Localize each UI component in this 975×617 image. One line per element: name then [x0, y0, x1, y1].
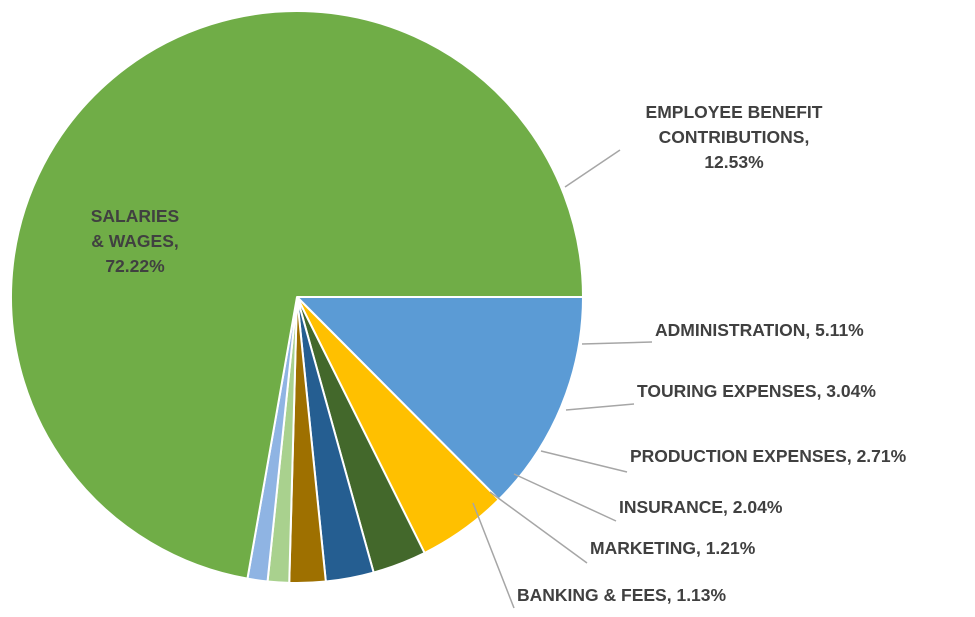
data-label-administration-line-1: ADMINISTRATION, 5.11% — [655, 320, 864, 340]
leader-line-insurance — [513, 473, 617, 522]
data-label-marketing-line-1: MARKETING, 1.21% — [590, 538, 756, 558]
leader-line-banking-and-fees — [472, 502, 515, 609]
data-label-salaries-and-wages-line-3: 72.22% — [105, 256, 165, 276]
pie-slice-salaries-and-wages — [10, 10, 584, 580]
leader-line-administration — [581, 341, 653, 345]
data-label-marketing: MARKETING, 1.21% — [590, 538, 756, 558]
leader-line-touring-expenses — [565, 403, 635, 411]
data-label-salaries-and-wages-line-1: SALARIES — [91, 206, 179, 226]
leader-line-marketing — [489, 491, 588, 564]
data-label-salaries-and-wages-line-2: & WAGES, — [91, 231, 179, 251]
data-label-touring-expenses-line-1: TOURING EXPENSES, 3.04% — [637, 381, 876, 401]
data-label-production-expenses-line-1: PRODUCTION EXPENSES, 2.71% — [630, 446, 907, 466]
data-label-employee-benefit-contributions-line-2: CONTRIBUTIONS, — [659, 127, 810, 147]
leader-line-employee-benefit-contributions — [564, 149, 621, 188]
data-label-administration: ADMINISTRATION, 5.11% — [655, 320, 864, 340]
data-label-banking-and-fees: BANKING & FEES, 1.13% — [517, 585, 727, 605]
data-label-touring-expenses: TOURING EXPENSES, 3.04% — [637, 381, 876, 401]
data-label-employee-benefit-contributions-line-3: 12.53% — [704, 152, 764, 172]
leader-line-production-expenses — [540, 450, 628, 473]
data-label-insurance-line-1: INSURANCE, 2.04% — [619, 497, 783, 517]
data-label-salaries-and-wages: SALARIES & WAGES, 72.22% — [91, 206, 179, 276]
slices-layer — [10, 10, 584, 584]
pie-slice-employee-benefit-contributions — [296, 296, 584, 501]
data-label-insurance: INSURANCE, 2.04% — [619, 497, 783, 517]
data-label-employee-benefit-contributions-line-1: EMPLOYEE BENEFIT — [646, 102, 823, 122]
data-label-employee-benefit-contributions: EMPLOYEE BENEFIT CONTRIBUTIONS, 12.53% — [646, 102, 823, 172]
data-label-production-expenses: PRODUCTION EXPENSES, 2.71% — [630, 446, 907, 466]
leader-lines-layer — [472, 149, 653, 609]
data-label-banking-and-fees-line-1: BANKING & FEES, 1.13% — [517, 585, 727, 605]
data-labels-layer: EMPLOYEE BENEFIT CONTRIBUTIONS, 12.53% ADMI… — [91, 102, 907, 605]
